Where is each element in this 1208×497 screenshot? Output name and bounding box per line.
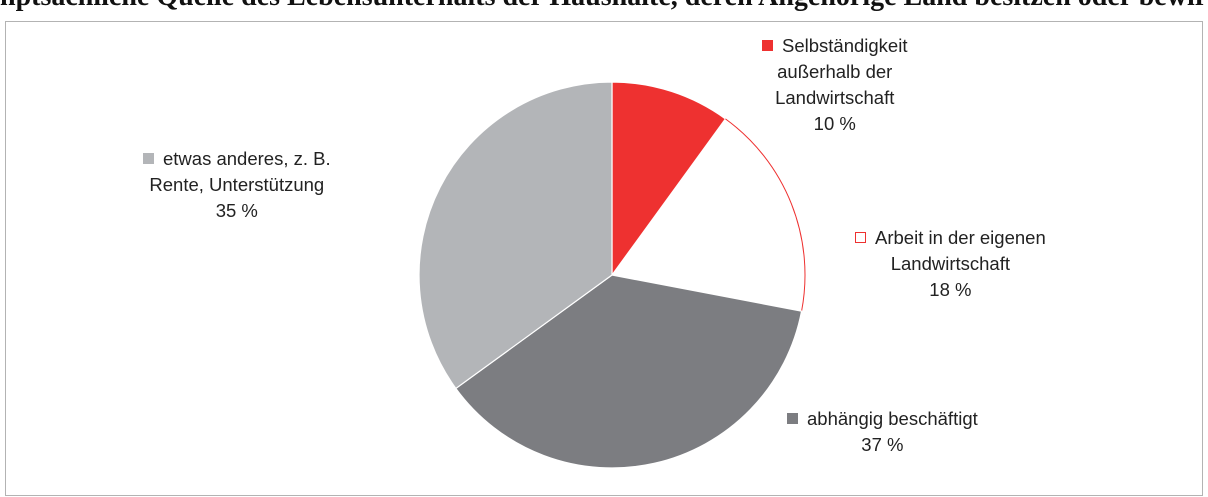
slice-label-line: abhängig beschäftigt: [807, 408, 978, 429]
slice-label-abhaengig: abhängig beschäftigt 37 %: [787, 406, 978, 458]
pie-slice-eigene-landwirtschaft: [612, 118, 805, 312]
slice-label-line: Landwirtschaft: [775, 87, 895, 108]
pie-slice-selbstaendigkeit: [611, 81, 727, 277]
slice-value-label: 10 %: [813, 113, 856, 134]
slice-label-line: außerhalb der: [777, 61, 893, 82]
slice-label-etwas-anderes: etwas anderes, z. B. Rente, Unterstützun…: [143, 146, 331, 224]
slice-label-eigene-landwirtschaft: Arbeit in der eigenen Landwirtschaft 18 …: [855, 225, 1046, 303]
pie-slice-abhaengig: [455, 274, 803, 469]
legend-marker-eigene-landwirtschaft: [855, 232, 866, 243]
page-header-text: nptsächliche Quelle des Lebensunterhalts…: [0, 0, 1208, 21]
slice-label-line: Arbeit in der eigenen: [875, 227, 1046, 248]
slice-label-line: etwas anderes, z. B.: [163, 148, 331, 169]
legend-marker-selbstaendigkeit: [762, 40, 773, 51]
slice-label-line: Selbständigkeit: [782, 35, 908, 56]
slice-value-label: 18 %: [929, 279, 972, 300]
legend-marker-etwas-anderes: [143, 153, 154, 164]
slice-label-line: Rente, Unterstützung: [149, 174, 325, 195]
pie-slice-etwas-anderes: [418, 81, 613, 390]
slice-value-label: 37 %: [861, 434, 904, 455]
pie-slice-outline: [725, 118, 806, 312]
slice-label-selbstaendigkeit: Selbständigkeit außerhalb der Landwirtsc…: [762, 33, 907, 137]
slice-label-line: Landwirtschaft: [890, 253, 1011, 274]
legend-marker-abhaengig: [787, 413, 798, 424]
slice-value-label: 35 %: [215, 200, 258, 221]
